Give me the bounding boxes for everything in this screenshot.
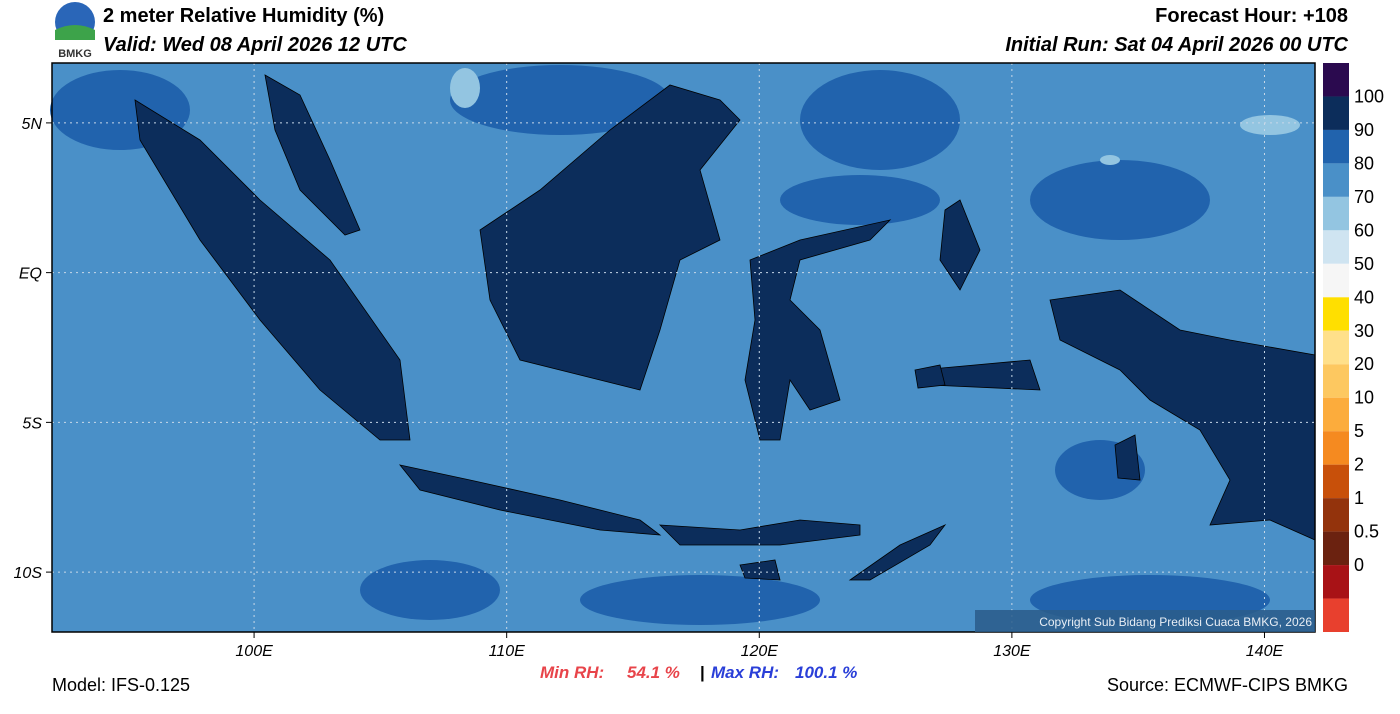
colorbar-swatch (1323, 565, 1349, 599)
copyright-box (975, 610, 1315, 632)
colorbar-label: 50 (1354, 254, 1374, 274)
colorbar: 100 90 80 70 60 50 40 30 20 10 5 2 1 0.5 0 (1323, 63, 1384, 632)
colorbar-swatch (1323, 330, 1349, 365)
colorbar-label: 80 (1354, 153, 1374, 173)
colorbar-swatch (1323, 297, 1349, 331)
colorbar-label: 5 (1354, 421, 1364, 441)
min-rh-value: 54.1 % (627, 663, 680, 682)
colorbar-label: 40 (1354, 287, 1374, 307)
colorbar-label: 30 (1354, 321, 1374, 341)
colorbar-label: 70 (1354, 187, 1374, 207)
lat-tick-label: 5S (22, 415, 42, 432)
colorbar-swatch (1323, 464, 1349, 499)
forecast-hour: Forecast Hour: +108 (1155, 5, 1348, 27)
colorbar-label: 10 (1354, 388, 1374, 408)
colorbar-label: 20 (1354, 354, 1374, 374)
colorbar-swatch (1323, 498, 1349, 532)
colorbar-swatch (1323, 96, 1349, 130)
colorbar-swatch (1323, 129, 1349, 164)
colorbar-swatch (1323, 431, 1349, 465)
lon-tick-label: 130E (993, 643, 1031, 660)
colorbar-label: 2 (1354, 455, 1364, 475)
colorbar-swatch (1323, 397, 1349, 432)
logo-text: BMKG (58, 48, 92, 60)
map: Copyright Sub Bidang Prediksi Cuaca BMKG… (50, 62, 1316, 633)
colorbar-label: 100 (1354, 86, 1384, 106)
max-rh-label: Max RH: (711, 663, 779, 682)
max-rh-value: 100.1 % (795, 663, 857, 682)
separator: | (700, 663, 705, 682)
min-rh-label: Min RH: (540, 663, 604, 682)
colorbar-swatch (1323, 531, 1349, 566)
lon-tick-label: 100E (235, 643, 273, 660)
lon-tick-label: 120E (741, 643, 779, 660)
colorbar-label: 0.5 (1354, 522, 1379, 542)
source: Source: ECMWF-CIPS BMKG (1107, 675, 1348, 695)
model: Model: IFS-0.125 (52, 675, 190, 695)
map-frame (51, 62, 1316, 633)
lat-tick-label: 5N (22, 116, 43, 133)
colorbar-swatch (1323, 230, 1349, 264)
colorbar-label: 60 (1354, 220, 1374, 240)
logo: BMKG (50, 2, 100, 60)
land (134, 74, 1316, 581)
colorbar-swatch (1323, 263, 1349, 298)
dry-patches (450, 68, 1300, 165)
lon-tick-label: 110E (489, 643, 526, 660)
initial-run: Initial Run: Sat 04 April 2026 00 UTC (1005, 34, 1348, 56)
colorbar-swatch (1323, 163, 1349, 197)
humid-patches (50, 65, 1270, 625)
colorbar-swatch (1323, 598, 1349, 632)
title: 2 meter Relative Humidity (%) (103, 5, 384, 27)
colorbar-swatch (1323, 364, 1349, 398)
colorbar-swatch (1323, 63, 1349, 97)
lat-tick-label: EQ (19, 266, 42, 283)
valid-time: Valid: Wed 08 April 2026 12 UTC (103, 34, 407, 56)
lat-tick-label: 10S (14, 565, 43, 582)
colorbar-swatch (1323, 196, 1349, 231)
copyright: Copyright Sub Bidang Prediksi Cuaca BMKG… (1039, 615, 1312, 629)
lon-tick-label: 140E (1246, 643, 1284, 660)
colorbar-label: 0 (1354, 555, 1364, 575)
colorbar-label: 90 (1354, 120, 1374, 140)
colorbar-label: 1 (1354, 488, 1364, 508)
